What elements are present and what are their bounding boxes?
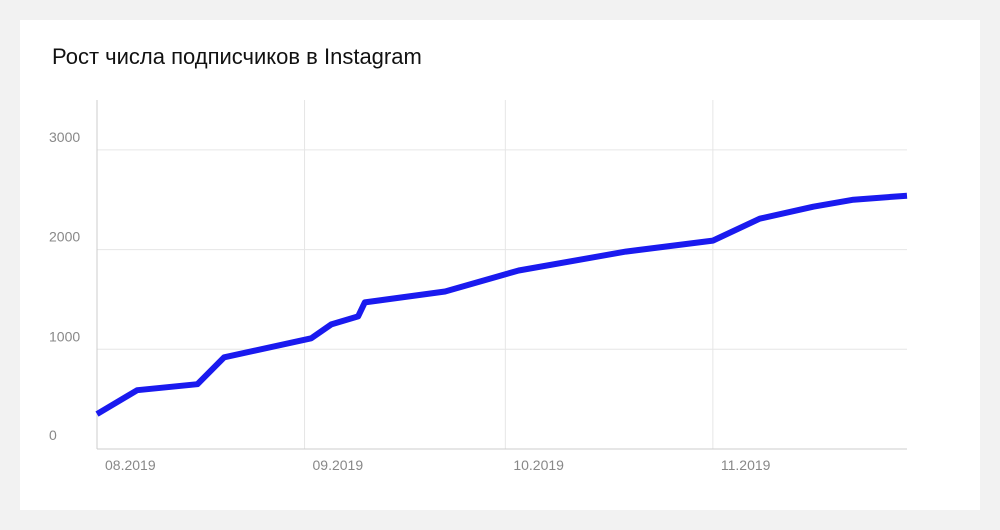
y-tick-label: 3000 (49, 129, 80, 145)
x-tick-label: 09.2019 (313, 457, 364, 473)
axes (96, 100, 907, 450)
y-axis-ticks: 0 1000 2000 3000 (49, 129, 80, 443)
x-tick-label: 08.2019 (105, 457, 156, 473)
y-tick-label: 2000 (49, 229, 80, 245)
chart-card (20, 20, 980, 510)
series-line (95, 192, 908, 417)
y-tick-label: 1000 (49, 328, 80, 344)
x-tick-label: 10.2019 (513, 457, 564, 473)
x-tick-label: 11.2019 (721, 457, 771, 473)
series-group (95, 192, 908, 417)
horizontal-gridlines (97, 149, 907, 350)
x-axis-ticks: 08.2019 09.2019 10.2019 11.2019 (105, 457, 771, 473)
y-tick-label: 0 (49, 427, 57, 443)
chart-title: Рост числа подписчиков в Instagram (52, 44, 422, 69)
